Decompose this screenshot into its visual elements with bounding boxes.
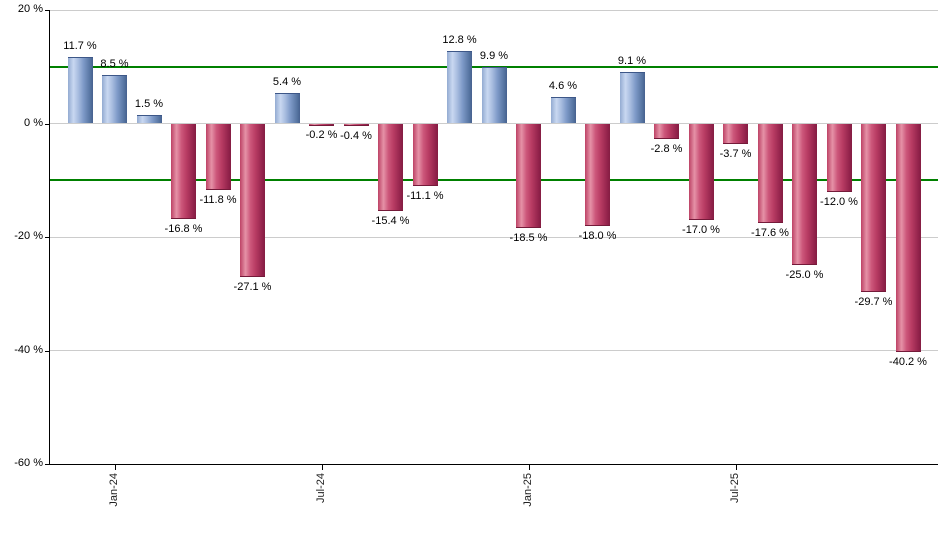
- x-axis-label: Jul-24: [314, 473, 327, 503]
- y-axis-label: -20 %: [14, 230, 43, 242]
- bar: [309, 123, 334, 126]
- y-axis-label: 0 %: [24, 116, 43, 129]
- y-tick: [45, 464, 49, 465]
- bar: [585, 123, 610, 226]
- bar: [723, 123, 748, 145]
- bar-value-label: 9.9 %: [479, 50, 509, 63]
- x-tick: [528, 464, 530, 470]
- y-axis-label: 20 %: [17, 3, 43, 15]
- bar: [619, 71, 645, 124]
- bar: [654, 123, 679, 140]
- bar-value-label: -3.7 %: [719, 148, 752, 161]
- bar: [516, 123, 541, 229]
- bar: [171, 123, 196, 219]
- x-axis-label: Jan-25: [521, 473, 534, 507]
- bar-value-label: 1.5 %: [134, 97, 164, 110]
- bar: [102, 75, 127, 124]
- bar-value-label: -2.8 %: [650, 143, 683, 156]
- bar-value-label: -27.1 %: [233, 281, 272, 294]
- bar: [412, 123, 438, 187]
- bar: [343, 123, 369, 126]
- x-axis-label: Jul-25: [728, 473, 741, 503]
- bar: [550, 97, 576, 124]
- bar-value-label: -0.2 %: [305, 128, 338, 141]
- bar-value-label: -15.4 %: [371, 214, 410, 227]
- bar-value-label: -18.0 %: [578, 229, 617, 242]
- bar-value-label: -0.4 %: [340, 129, 372, 142]
- bar-value-label: -18.5 %: [509, 232, 548, 245]
- bar-value-label: 8.5 %: [100, 58, 129, 71]
- y-tick: [45, 10, 49, 11]
- gridline: [50, 350, 938, 351]
- bar-value-label: -11.8 %: [199, 194, 237, 207]
- y-tick: [45, 350, 49, 352]
- plot-area: 11.7 % 8.5 % 1.5 % -16.8 % -11.8 % -27.1 % 5.4…: [50, 9, 938, 464]
- y-tick: [45, 123, 49, 125]
- y-axis-label: -60 %: [14, 457, 43, 469]
- bar-value-label: 11.7 %: [63, 40, 97, 53]
- x-tick: [114, 464, 116, 470]
- bar: [274, 92, 300, 124]
- gridline: [50, 9, 938, 11]
- bar: [67, 57, 93, 124]
- gridline: [50, 236, 938, 238]
- gridline: [50, 123, 938, 124]
- bar-value-label: -11.1 %: [406, 190, 444, 203]
- bar: [205, 123, 231, 191]
- bar-value-label: -40.2 %: [889, 355, 927, 368]
- bar: [861, 123, 886, 293]
- y-axis-label: -40 %: [14, 343, 43, 356]
- bar: [136, 114, 162, 124]
- y-axis-line: [49, 10, 50, 465]
- bar-value-label: 9.1 %: [617, 54, 647, 67]
- bar-value-label: 12.8 %: [442, 33, 477, 46]
- bar: [240, 123, 265, 278]
- x-tick: [735, 464, 737, 470]
- bar: [447, 50, 472, 124]
- bar-value-label: -17.0 %: [682, 223, 720, 236]
- bar-value-label: -16.8 %: [164, 222, 203, 235]
- bar: [895, 123, 921, 352]
- x-axis-line: [49, 464, 938, 465]
- threshold-line: [50, 179, 938, 182]
- bar: [757, 123, 783, 224]
- x-axis-label: Jan-24: [107, 473, 120, 507]
- bar: [481, 67, 507, 124]
- x-tick: [321, 464, 323, 470]
- bar: [688, 123, 714, 220]
- bar: [826, 123, 852, 192]
- bar-value-label: -25.0 %: [785, 269, 824, 282]
- bar-value-label: 5.4 %: [272, 75, 302, 88]
- bar-value-label: -29.7 %: [854, 296, 893, 309]
- bar-value-label: -12.0 %: [820, 195, 858, 208]
- bar: [378, 123, 403, 211]
- threshold-line: [50, 65, 938, 68]
- bar: [792, 123, 817, 266]
- y-tick: [45, 237, 49, 238]
- bar-value-label: 4.6 %: [548, 80, 578, 93]
- bar-value-label: -17.6 %: [751, 227, 789, 240]
